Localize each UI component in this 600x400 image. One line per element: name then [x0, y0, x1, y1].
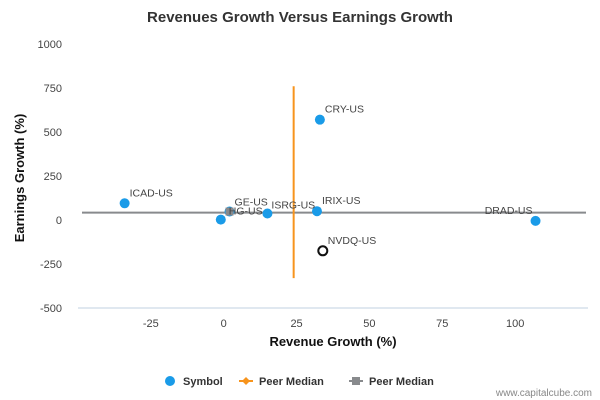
x-tick-label: 100	[506, 318, 524, 330]
y-tick-label: 250	[44, 171, 62, 183]
chart-title: Revenues Growth Versus Earnings Growth	[147, 9, 453, 26]
point-label: ICAD-US	[130, 187, 173, 199]
data-point[interactable]	[215, 214, 226, 225]
y-axis-title: Earnings Growth (%)	[12, 114, 27, 243]
data-point[interactable]	[530, 215, 541, 226]
data-point[interactable]	[311, 206, 322, 217]
x-tick-label: -25	[143, 318, 159, 330]
credit-text: www.capitalcube.com	[495, 388, 592, 399]
y-tick-label: 500	[44, 127, 62, 139]
point-label: HG-US	[229, 206, 263, 218]
x-tick-label: 25	[290, 318, 302, 330]
y-tick-label: -250	[40, 259, 62, 271]
point-label: DRAD-US	[485, 205, 533, 217]
x-axis-ticks: -25 0 25 50 75 100	[143, 318, 524, 330]
legend-revenue-median-marker	[242, 377, 250, 385]
point-label: GE-US	[235, 197, 268, 209]
data-point[interactable]	[317, 245, 329, 257]
y-tick-label: -500	[40, 303, 62, 315]
y-tick-label: 1000	[38, 39, 62, 51]
peer-median-square-marker	[225, 207, 234, 216]
data-point[interactable]	[119, 198, 130, 209]
x-tick-label: 0	[221, 318, 227, 330]
legend-label: Peer Median	[369, 376, 434, 388]
legend-label: Symbol	[183, 376, 223, 388]
legend-label: Peer Median	[259, 376, 324, 388]
x-tick-label: 75	[436, 318, 448, 330]
data-point[interactable]	[262, 208, 273, 219]
legend-earnings-median-marker	[352, 377, 360, 385]
data-point[interactable]	[314, 114, 325, 125]
legend-symbol-marker	[165, 376, 175, 386]
point-label: IRIX-US	[322, 195, 361, 207]
legend: Symbol Peer Median Peer Median	[165, 376, 434, 388]
point-label: ISRG-US	[271, 199, 315, 211]
point-label: CRY-US	[325, 104, 364, 116]
peer-median-lines	[82, 86, 586, 279]
y-axis-ticks: 1000 750 500 250 0 -250 -500	[38, 39, 62, 315]
x-axis-title: Revenue Growth (%)	[269, 334, 396, 349]
point-label: NVDQ-US	[328, 235, 376, 247]
x-tick-label: 50	[363, 318, 375, 330]
data-points	[119, 114, 541, 257]
y-tick-label: 750	[44, 83, 62, 95]
y-tick-label: 0	[56, 215, 62, 227]
